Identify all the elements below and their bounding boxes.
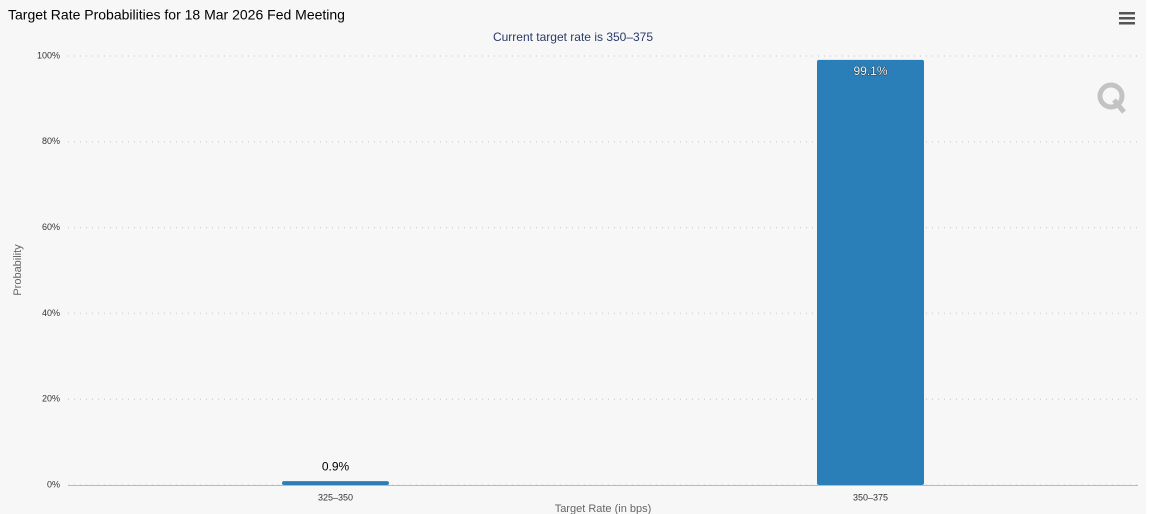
menu-bar — [1119, 17, 1135, 20]
bar — [282, 481, 389, 485]
data-label: 0.9% — [322, 459, 350, 473]
chart-title: Target Rate Probabilities for 18 Mar 202… — [8, 7, 345, 23]
x-tick-label: 350–375 — [853, 492, 888, 502]
y-tick-label: 80% — [42, 136, 60, 146]
y-tick-label: 0% — [47, 479, 60, 489]
y-tick-label: 100% — [37, 50, 60, 60]
menu-bar — [1119, 22, 1135, 25]
chart-subtitle: Current target rate is 350–375 — [493, 30, 653, 44]
x-axis-label: Target Rate (in bps) — [555, 503, 652, 514]
data-label: 99.1% — [853, 64, 887, 78]
logo-tail — [1112, 98, 1126, 114]
menu-bar — [1119, 12, 1135, 15]
bar — [817, 59, 924, 486]
x-tick-label: 325–350 — [318, 492, 353, 502]
logo-ring — [1097, 82, 1125, 110]
y-tick-label: 40% — [42, 308, 60, 318]
menu-button[interactable] — [1119, 12, 1135, 25]
y-tick-label: 60% — [42, 222, 60, 232]
logo — [1097, 82, 1126, 114]
y-axis-label: Probability — [12, 244, 24, 296]
y-tick-label: 20% — [42, 394, 60, 404]
